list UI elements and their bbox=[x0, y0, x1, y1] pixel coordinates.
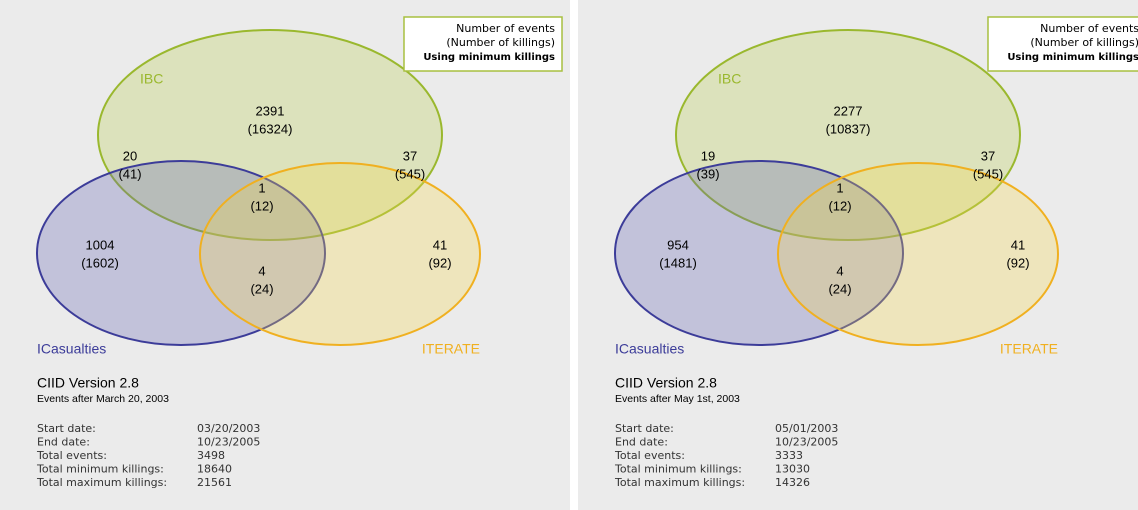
region-events: 4 bbox=[836, 263, 843, 278]
legend-box bbox=[987, 16, 1138, 72]
set-label: ITERATE bbox=[422, 341, 480, 357]
stat-value: 21561 bbox=[197, 476, 232, 489]
stat-value: 10/23/2005 bbox=[197, 436, 260, 449]
set-label: ICasualties bbox=[615, 341, 684, 357]
region-events: 1004 bbox=[86, 237, 115, 252]
region-killings: (16324) bbox=[248, 121, 293, 136]
region-killings: (92) bbox=[428, 255, 451, 270]
legend-line: (Number of killings) bbox=[1030, 36, 1138, 49]
legend-line: Using minimum killings bbox=[1007, 52, 1138, 63]
region-events: 41 bbox=[1011, 237, 1025, 252]
panel-title: CIID Version 2.8 bbox=[37, 375, 139, 391]
stat-value: 18640 bbox=[197, 463, 232, 476]
region-killings: (1602) bbox=[81, 255, 119, 270]
region-events: 4 bbox=[258, 263, 265, 278]
set-label: IBC bbox=[140, 71, 163, 87]
stat-label: Total maximum killings: bbox=[36, 476, 167, 489]
set-ellipse bbox=[199, 162, 481, 346]
set-ellipse bbox=[614, 160, 904, 346]
region-killings: (1481) bbox=[659, 255, 697, 270]
stat-value: 3333 bbox=[775, 449, 803, 462]
panel-subtitle: Events after March 20, 2003 bbox=[37, 393, 169, 405]
region-events: 41 bbox=[433, 237, 447, 252]
stat-label: Total maximum killings: bbox=[614, 476, 745, 489]
stat-label: Total minimum killings: bbox=[614, 463, 742, 476]
legend-line: Using minimum killings bbox=[423, 52, 555, 63]
set-label: IBC bbox=[718, 71, 741, 87]
region-events: 954 bbox=[667, 237, 689, 252]
region-killings: (39) bbox=[696, 166, 719, 181]
region-killings: (12) bbox=[828, 198, 851, 213]
region-killings: (12) bbox=[250, 198, 273, 213]
region-events: 1 bbox=[836, 180, 843, 195]
stat-value: 05/01/2003 bbox=[775, 422, 838, 435]
set-ellipse bbox=[675, 29, 1021, 241]
stat-label: End date: bbox=[615, 436, 668, 449]
stat-value: 03/20/2003 bbox=[197, 422, 260, 435]
panel-title: CIID Version 2.8 bbox=[615, 375, 717, 391]
region-events: 20 bbox=[123, 148, 137, 163]
venn-panel: IBC ICasualties ITERATE 2391 (16324) 20 (41) 37… bbox=[0, 0, 570, 510]
stat-label: Total minimum killings: bbox=[36, 463, 164, 476]
region-killings: (545) bbox=[395, 166, 425, 181]
legend-line: (Number of killings) bbox=[446, 36, 555, 49]
stat-label: Total events: bbox=[614, 449, 685, 462]
legend-line: Number of events bbox=[1040, 22, 1138, 35]
set-ellipse bbox=[36, 160, 326, 346]
set-label: ITERATE bbox=[1000, 341, 1058, 357]
stat-label: End date: bbox=[37, 436, 90, 449]
region-killings: (545) bbox=[973, 166, 1003, 181]
set-ellipse bbox=[97, 29, 443, 241]
stat-value: 10/23/2005 bbox=[775, 436, 838, 449]
region-killings: (24) bbox=[250, 281, 273, 296]
stat-label: Start date: bbox=[37, 422, 96, 435]
set-label: ICasualties bbox=[37, 341, 106, 357]
stat-value: 13030 bbox=[775, 463, 810, 476]
region-events: 37 bbox=[981, 148, 995, 163]
region-killings: (10837) bbox=[826, 121, 871, 136]
venn-panel: IBC ICasualties ITERATE 2277 (10837) 19 (39) 37… bbox=[578, 0, 1138, 510]
stat-label: Start date: bbox=[615, 422, 674, 435]
stat-label: Total events: bbox=[36, 449, 107, 462]
region-events: 1 bbox=[258, 180, 265, 195]
region-killings: (41) bbox=[118, 166, 141, 181]
legend-line: Number of events bbox=[456, 22, 555, 35]
region-killings: (24) bbox=[828, 281, 851, 296]
region-events: 37 bbox=[403, 148, 417, 163]
region-killings: (92) bbox=[1006, 255, 1029, 270]
legend-box bbox=[403, 16, 563, 72]
stat-value: 14326 bbox=[775, 476, 810, 489]
set-ellipse bbox=[777, 162, 1059, 346]
region-events: 19 bbox=[701, 148, 715, 163]
region-events: 2277 bbox=[834, 103, 863, 118]
stat-value: 3498 bbox=[197, 449, 225, 462]
panel-subtitle: Events after May 1st, 2003 bbox=[615, 393, 740, 405]
region-events: 2391 bbox=[256, 103, 285, 118]
